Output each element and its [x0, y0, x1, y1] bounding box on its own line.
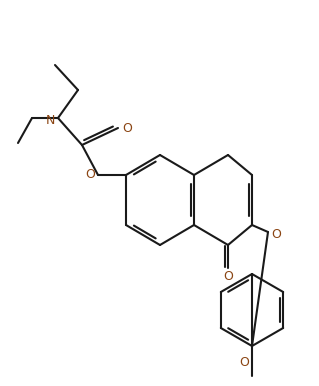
- Text: O: O: [271, 229, 281, 242]
- Text: O: O: [223, 269, 233, 283]
- Text: O: O: [85, 169, 95, 181]
- Text: N: N: [45, 113, 55, 127]
- Text: O: O: [239, 357, 249, 369]
- Text: O: O: [122, 122, 132, 134]
